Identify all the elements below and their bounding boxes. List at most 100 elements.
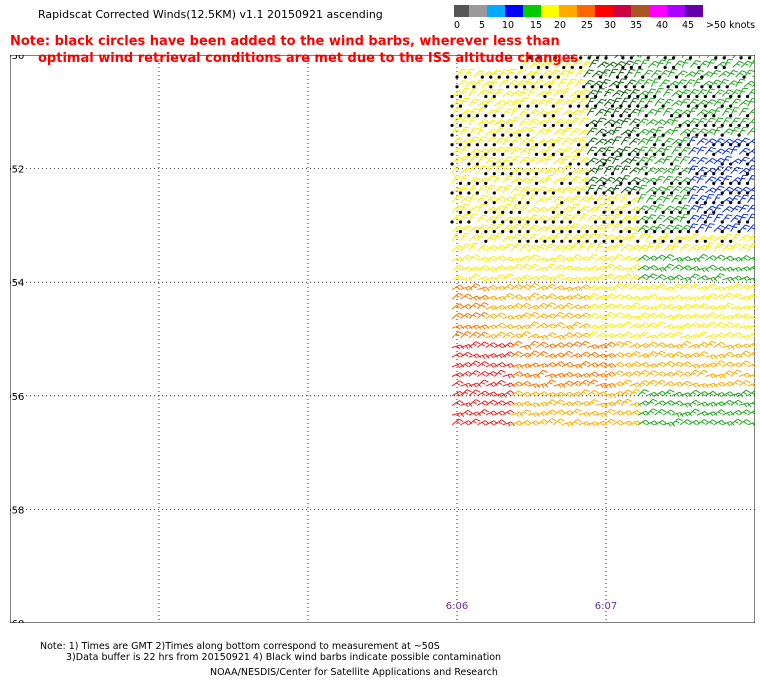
wind-barb — [629, 350, 641, 358]
wind-barb — [747, 127, 755, 136]
contamination-circle — [543, 239, 547, 243]
wind-barb — [704, 213, 715, 223]
wind-barb — [671, 351, 684, 358]
contamination-circle — [737, 201, 741, 205]
wind-barb — [730, 214, 742, 223]
contamination-circle — [551, 230, 555, 234]
contamination-circle — [686, 181, 691, 185]
wind-barb — [561, 350, 574, 358]
contamination-circle — [720, 133, 724, 137]
wind-barb — [696, 331, 709, 339]
wind-barb — [671, 283, 684, 290]
wind-map-plot: 135138141144147150 -50-52-54-56-58-60 6:… — [10, 55, 755, 623]
contamination-circle — [517, 210, 522, 214]
wind-barb — [502, 390, 515, 397]
wind-barb — [696, 351, 709, 358]
wind-barb — [460, 324, 473, 330]
wind-barb — [738, 244, 751, 252]
wind-barb — [628, 137, 641, 146]
contamination-circle — [663, 65, 667, 70]
contamination-circle — [598, 85, 603, 89]
wind-barb — [510, 136, 522, 146]
wind-barb — [544, 243, 556, 252]
wind-barb — [519, 204, 530, 213]
contamination-circle — [745, 172, 750, 176]
wind-barb — [730, 283, 743, 290]
contamination-circle — [509, 162, 513, 166]
wind-barb — [553, 295, 566, 301]
contamination-circle — [678, 181, 682, 185]
contamination-circle — [636, 123, 640, 128]
wind-barb — [544, 332, 557, 339]
wind-barb — [679, 303, 692, 310]
contamination-circle — [712, 114, 716, 118]
wind-barb — [713, 98, 725, 107]
wind-barb — [738, 266, 752, 272]
wind-barb — [519, 186, 531, 194]
wind-barb — [747, 409, 755, 416]
contamination-circle — [577, 239, 581, 243]
wind-barb — [476, 165, 488, 174]
contamination-circle — [568, 220, 572, 224]
wind-barb — [705, 264, 718, 271]
contamination-circle — [543, 123, 547, 128]
contamination-circle — [551, 220, 555, 224]
wind-barb — [451, 418, 464, 426]
wind-barb — [561, 265, 574, 271]
wind-barb — [569, 148, 582, 155]
wind-barb — [578, 379, 591, 387]
contamination-circle — [560, 94, 564, 99]
contamination-circle — [636, 181, 640, 185]
wind-barb — [465, 80, 477, 88]
wind-barb — [544, 98, 555, 107]
wind-barb — [667, 68, 678, 78]
contamination-circle — [506, 85, 510, 89]
wind-barb — [569, 254, 582, 261]
contamination-circle — [501, 123, 505, 128]
contamination-circle — [745, 181, 750, 185]
wind-barb — [629, 420, 642, 426]
wind-barb — [553, 273, 565, 281]
wind-barb — [578, 117, 589, 126]
wind-barb — [654, 283, 667, 290]
wind-barb — [662, 107, 673, 117]
contamination-circle — [674, 85, 679, 89]
wind-barb — [603, 263, 616, 271]
wind-barb — [451, 363, 465, 369]
wind-barb — [493, 174, 504, 184]
wind-barb — [688, 146, 700, 155]
wind-barb — [493, 419, 507, 426]
wind-barb — [510, 390, 523, 397]
contamination-circle — [492, 220, 496, 224]
wind-barb — [603, 363, 617, 369]
latitude-label: -52 — [10, 165, 24, 176]
swath-time-label: 6:06 — [446, 601, 468, 612]
contamination-circle — [577, 143, 581, 147]
wind-barb — [662, 194, 673, 203]
wind-barb — [620, 186, 633, 194]
wind-barb — [681, 55, 685, 59]
contamination-circle — [722, 65, 726, 70]
contamination-circle — [636, 220, 640, 224]
contamination-circle — [450, 152, 454, 156]
contamination-circle — [585, 94, 589, 99]
wind-barb — [747, 283, 755, 290]
wind-barb — [637, 184, 648, 194]
wind-barb — [502, 400, 515, 406]
wind-barb — [612, 223, 622, 232]
contamination-circle — [610, 123, 615, 128]
wind-barb — [721, 370, 734, 377]
wind-barb — [704, 340, 717, 348]
wind-barb — [460, 145, 470, 155]
wind-barb — [569, 90, 582, 97]
wind-barb — [578, 401, 591, 407]
wind-barb — [510, 302, 523, 310]
wind-barb — [544, 418, 557, 426]
contamination-circle — [458, 210, 463, 214]
wind-barb — [569, 400, 583, 406]
wind-barb — [502, 99, 515, 107]
wind-barb — [603, 98, 615, 107]
contamination-circle — [627, 191, 631, 195]
contamination-circle — [653, 239, 657, 243]
wind-barb — [713, 213, 724, 223]
